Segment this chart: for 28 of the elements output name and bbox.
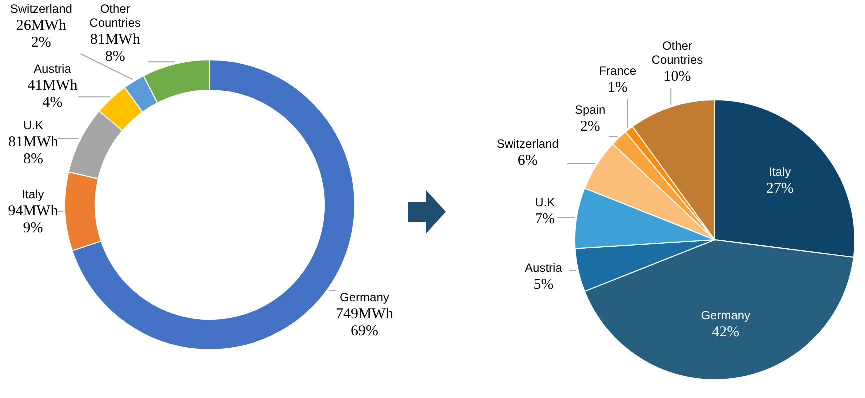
data-label: 81MWh 8% (90, 32, 141, 65)
slice-label: Germany (701, 308, 751, 323)
slice-label: U.K (535, 196, 556, 210)
data-label: 41MWh 4% (28, 78, 78, 112)
data-label: 81MWh 8% (8, 134, 60, 168)
slice-label: Switzerland (10, 2, 72, 16)
slice-label: U.K (24, 118, 44, 133)
data-label: 5% (534, 276, 554, 293)
slice-label: Other Countries (90, 2, 142, 30)
slice-label: Germany (340, 290, 390, 304)
slice-label: Austria (34, 62, 72, 76)
data-label: 94MWh 9% (8, 203, 59, 236)
slice-label: France (599, 64, 637, 78)
data-label: 42% (712, 324, 740, 341)
slice-label: Spain (575, 103, 606, 118)
data-label: 26MWh 2% (16, 18, 67, 51)
slice-label: Austria (525, 260, 563, 275)
slice-label: Italy (22, 187, 44, 202)
data-label: 6% (518, 153, 538, 170)
data-label: 1% (608, 80, 628, 96)
data-label: 749MWh 69% (336, 306, 394, 340)
data-label: 2% (580, 119, 600, 136)
data-label: 10% (664, 69, 692, 86)
data-label: 27% (766, 181, 794, 198)
slice-label: Switzerland (496, 137, 559, 152)
data-label: 7% (535, 212, 556, 228)
slice-label: Other Countries (652, 39, 704, 68)
slice-label: Italy (769, 165, 792, 180)
